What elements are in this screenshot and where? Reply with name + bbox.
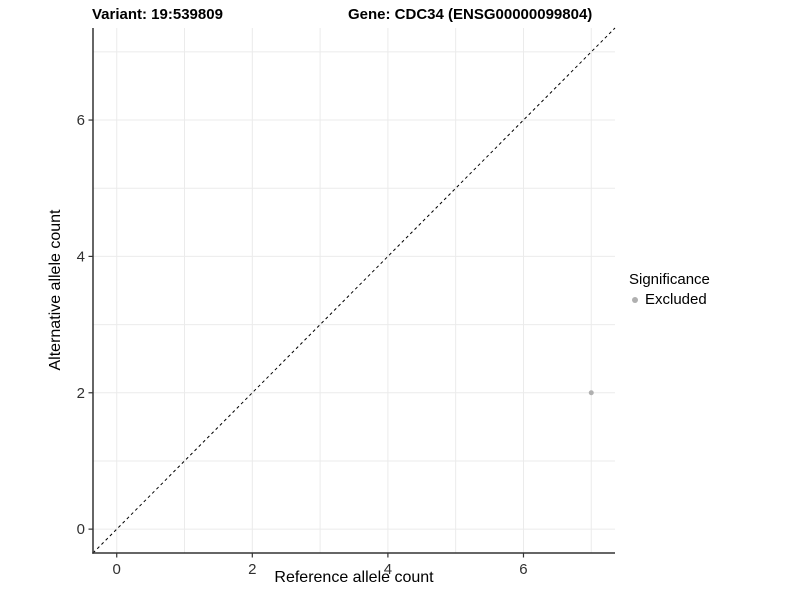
data-point [588,390,594,396]
x-tick-label: 6 [519,561,527,578]
x-tick-label: 0 [113,561,121,578]
variant-title: Variant: 19:539809 [92,6,223,23]
gene-title: Gene: CDC34 (ENSG00000099804) [348,6,593,23]
x-axis-title: Reference allele count [274,569,434,586]
legend-point-icon [632,297,638,304]
identity-dashed-line [92,27,616,554]
x-tick-label: 2 [248,561,256,578]
y-tick-label: 0 [77,521,85,538]
legend-entry: Excluded [629,291,710,310]
legend: Significance Excluded [629,271,710,310]
legend-title: Significance [629,271,710,288]
x-tick-label: 4 [384,561,392,578]
y-tick-label: 2 [77,385,85,402]
y-tick-label: 4 [77,248,85,265]
legend-point-swatch [632,297,638,304]
y-axis-title: Alternative allele count [47,209,64,371]
legend-entry-label: Excluded [645,290,707,308]
y-tick-label: 6 [77,112,85,129]
